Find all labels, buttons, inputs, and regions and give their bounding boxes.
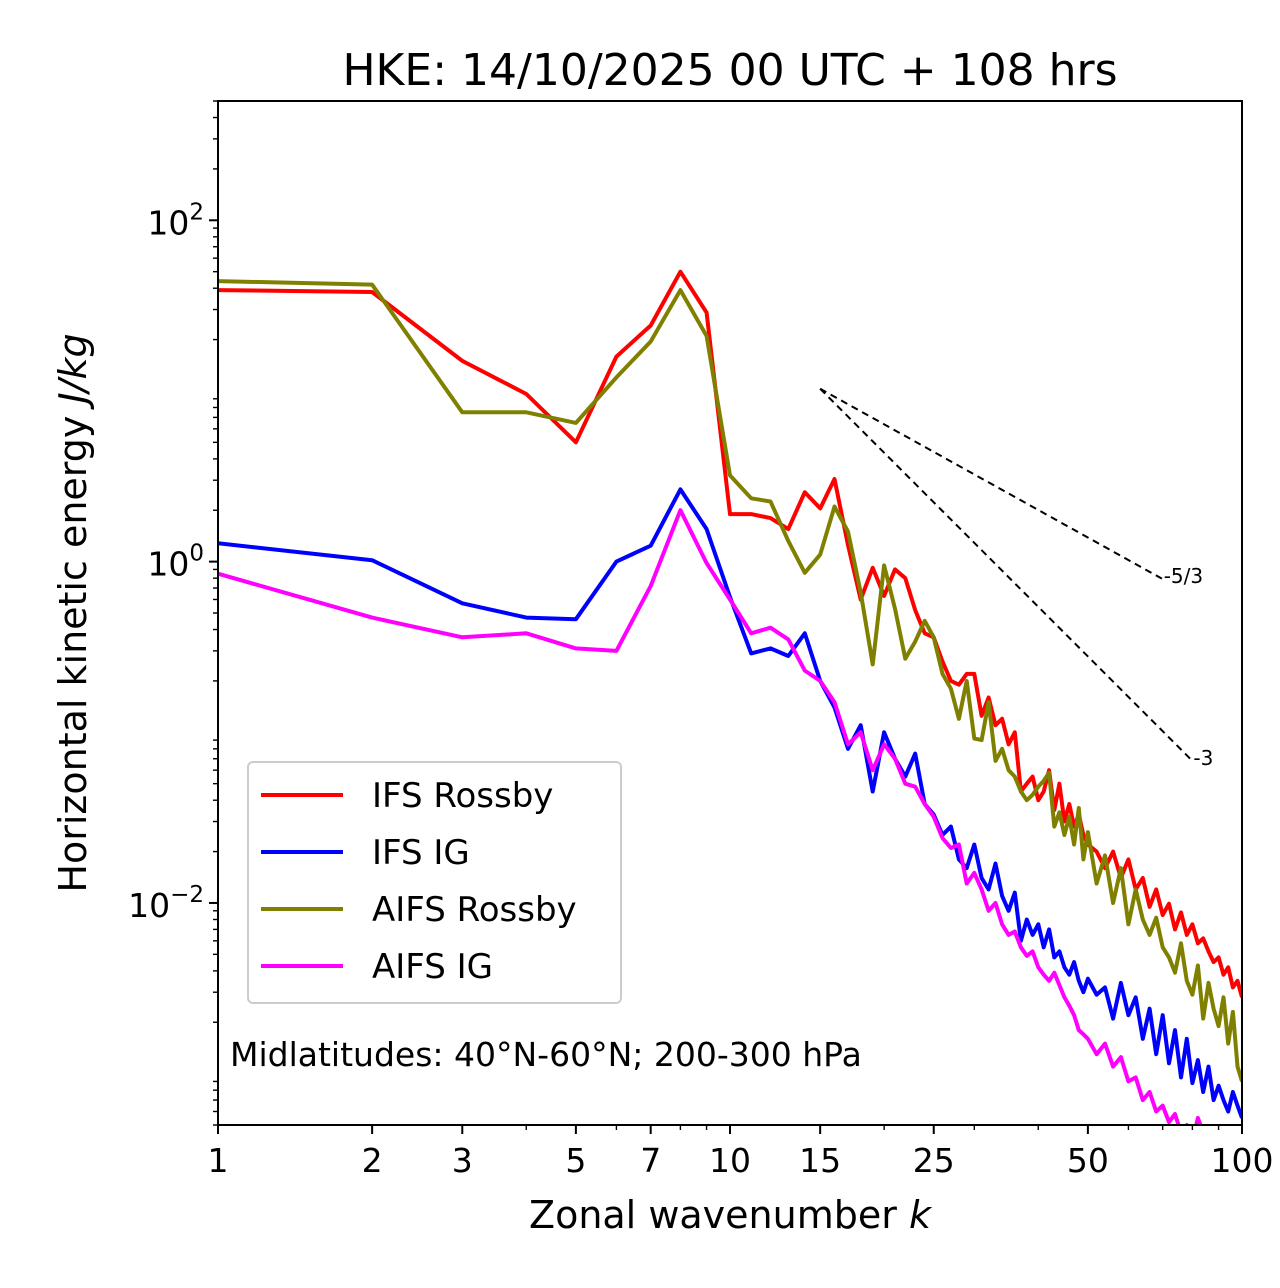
y-tick-exponent: 2	[189, 199, 204, 225]
y-tick-label: 102	[147, 199, 204, 242]
series-line-ifs-rossby	[218, 269, 1242, 998]
reference-slope-label: -5/3	[1164, 564, 1203, 588]
legend: IFS Rossby IFS IG AIFS Rossby AIFS IG	[247, 761, 622, 1004]
series-layer	[218, 269, 1242, 1125]
x-tick-label: 10	[709, 1141, 751, 1180]
x-axis-label-variable: k	[909, 1193, 933, 1237]
x-axis-label: Zonal wavenumber k	[529, 1193, 933, 1237]
y-axis-label: Horizontal kinetic energy J/kg	[51, 333, 95, 892]
reference-slope-line	[819, 388, 1194, 762]
y-tick-label: 10−2	[128, 882, 204, 925]
reference-slopes: -5/3 -3	[819, 387, 1213, 770]
legend-box	[247, 761, 622, 1004]
y-tick-base: 10	[128, 886, 170, 925]
region-annotation: Midlatitudes: 40°N-60°N; 200-300 hPa	[230, 1035, 862, 1074]
x-tick-label: 50	[1067, 1141, 1109, 1180]
legend-label: IFS Rossby	[372, 776, 553, 816]
x-tick-label: 2	[362, 1141, 383, 1180]
y-tick-exponent: 0	[189, 541, 204, 567]
x-tick-label: 15	[799, 1141, 841, 1180]
x-tick-label: 1	[208, 1141, 229, 1180]
series-line-aifs-rossby	[218, 279, 1242, 1082]
y-axis-label-text: Horizontal kinetic energy	[51, 404, 95, 893]
x-tick-label: 5	[565, 1141, 586, 1180]
reference-slope-label: -3	[1193, 746, 1213, 770]
series-line-aifs-ig	[218, 508, 1209, 1125]
chart-title: HKE: 14/10/2025 00 UTC + 108 hrs	[342, 45, 1117, 96]
x-tick-label: 100	[1211, 1141, 1274, 1180]
legend-label: AIFS IG	[372, 947, 493, 987]
reference-slope-line	[819, 387, 1164, 580]
x-tick-label: 25	[913, 1141, 955, 1180]
y-tick-base: 10	[147, 203, 189, 242]
y-tick-base: 10	[147, 545, 189, 584]
x-axis-label-text: Zonal wavenumber	[529, 1193, 909, 1237]
x-tick-label: 7	[640, 1141, 661, 1180]
legend-label: AIFS Rossby	[372, 890, 577, 930]
x-tick-label: 3	[452, 1141, 473, 1180]
y-axis-label-unit: J/kg	[51, 333, 95, 410]
y-tick-exponent: −2	[170, 882, 204, 908]
legend-label: IFS IG	[372, 833, 470, 873]
x-axis-ticks: 1 2 3 5 7 10 15 25 50 100	[208, 1125, 1274, 1180]
y-tick-label: 100	[147, 541, 204, 584]
